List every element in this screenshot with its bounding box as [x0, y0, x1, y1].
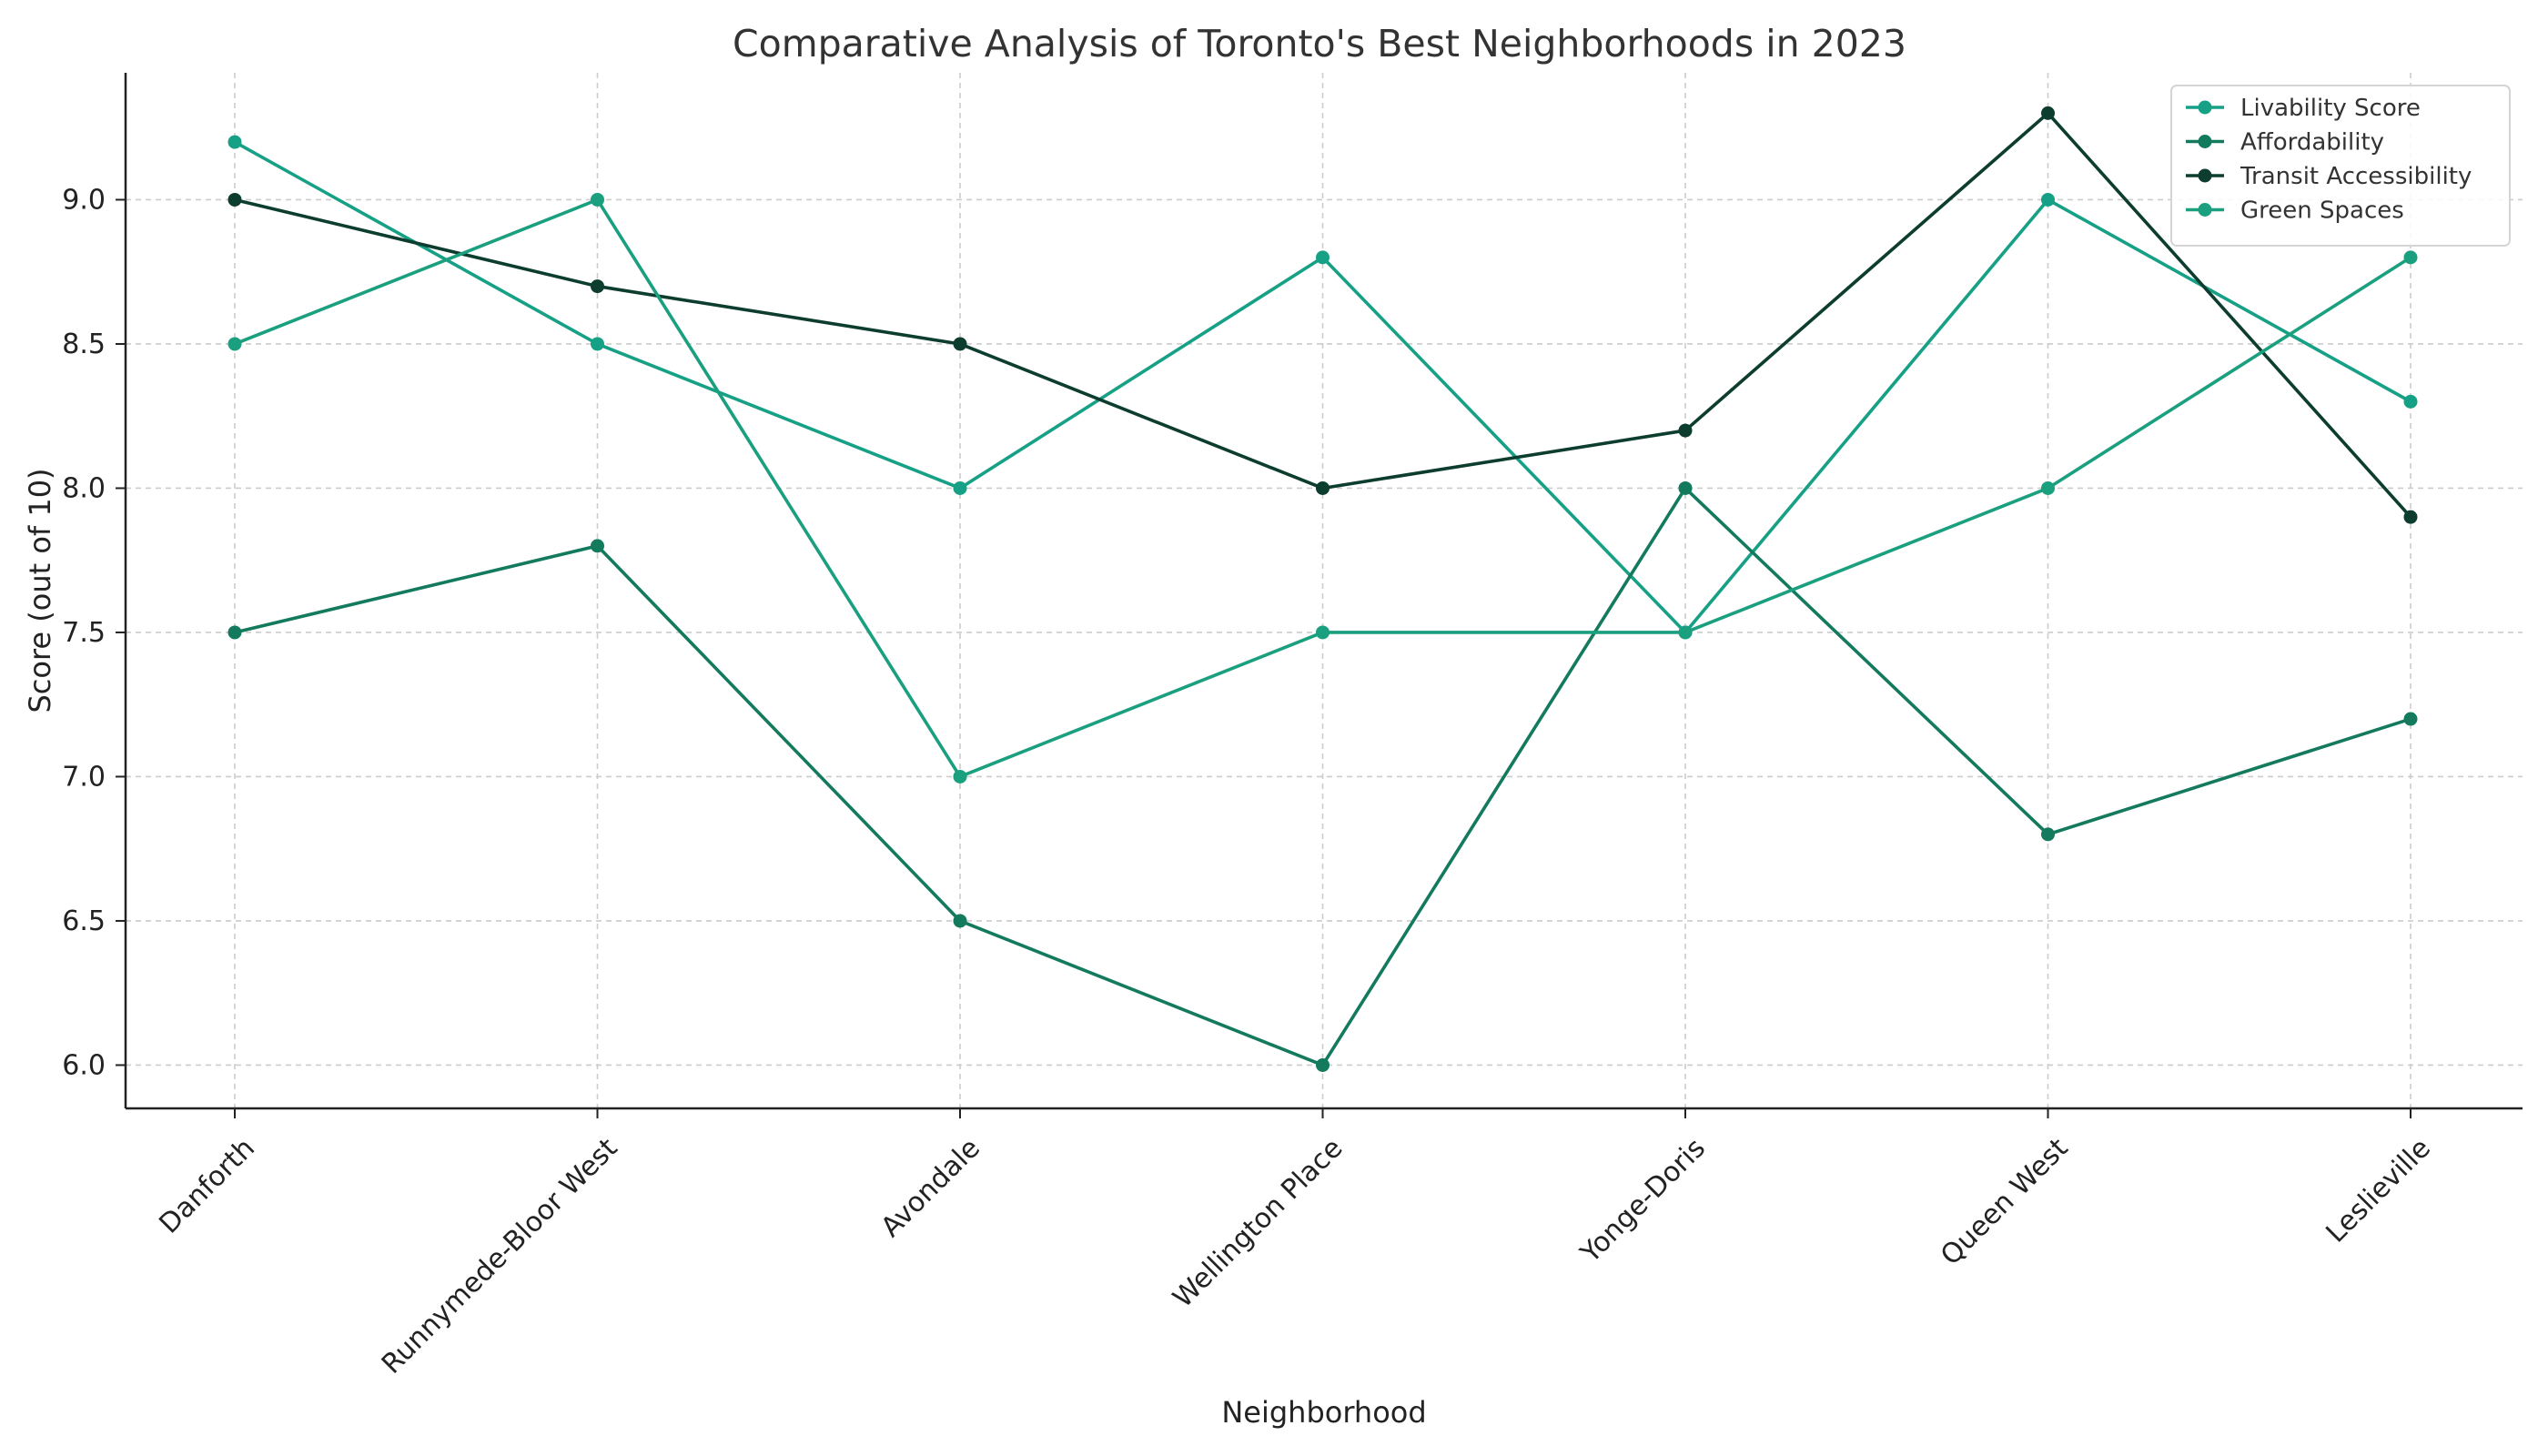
x-ticks: Danforth Runnymede-Bloor West Avondale Well…	[153, 1108, 2437, 1380]
y-tick-label: 9.0	[62, 184, 106, 216]
data-point	[591, 337, 604, 351]
legend-box	[2170, 85, 2511, 247]
data-point	[1678, 625, 1693, 640]
data-point	[2041, 480, 2055, 495]
series-group	[228, 106, 2418, 524]
y-tick-label: 6.0	[62, 1049, 106, 1081]
data-point	[1678, 423, 1693, 438]
data-point	[1316, 250, 1330, 265]
data-point	[1316, 1057, 1330, 1072]
data-point	[1316, 625, 1330, 640]
series-group	[228, 480, 2418, 1072]
legend-label: Affordability	[2240, 129, 2384, 157]
legend-marker	[2198, 203, 2212, 217]
data-point	[2403, 510, 2418, 524]
y-axis-label: Score (out of 10)	[23, 468, 57, 713]
legend-marker	[2198, 100, 2212, 115]
data-point	[1316, 480, 1330, 495]
legend-marker	[2198, 168, 2212, 183]
grid	[126, 73, 2523, 1108]
data-point	[591, 539, 604, 553]
series-group	[228, 192, 2418, 784]
data-point	[2403, 394, 2418, 409]
axes	[124, 73, 2523, 1110]
x-tick-label: Runnymede-Bloor West	[376, 1132, 624, 1380]
data-point	[228, 192, 242, 207]
data-point	[2041, 827, 2055, 842]
y-ticks: 6.0 6.5 7.0 7.5 8.0 8.5 9.0	[62, 184, 126, 1081]
data-point	[2403, 712, 2418, 726]
data-point	[953, 337, 967, 351]
data-point	[228, 625, 242, 640]
legend-label: Transit Accessibility	[2240, 163, 2472, 190]
x-axis-label: Neighborhood	[1221, 1395, 1426, 1430]
x-tick-label: Wellington Place	[1167, 1132, 1349, 1314]
x-tick-label: Avondale	[875, 1132, 986, 1243]
data-point	[953, 480, 967, 495]
y-tick-label: 8.5	[62, 329, 106, 360]
chart-title: Comparative Analysis of Toronto's Best N…	[733, 22, 1906, 66]
data-point	[953, 769, 967, 784]
data-point	[1678, 480, 1693, 495]
x-tick-label: Queen West	[1935, 1132, 2075, 1272]
y-tick-label: 6.5	[62, 905, 106, 937]
y-tick-label: 8.0	[62, 472, 106, 504]
x-tick-label: Leslieville	[2320, 1132, 2436, 1249]
legend-label: Livability Score	[2240, 95, 2421, 122]
x-tick-label: Yonge-Doris	[1574, 1132, 1712, 1269]
series	[228, 106, 2418, 1072]
data-point	[2403, 250, 2418, 265]
legend-marker	[2198, 135, 2212, 148]
y-tick-label: 7.0	[62, 761, 106, 793]
data-point	[2041, 106, 2055, 120]
data-point	[228, 135, 242, 149]
y-tick-label: 7.5	[62, 617, 106, 649]
x-tick-label: Danforth	[153, 1132, 260, 1239]
data-point	[953, 914, 967, 928]
legend-label: Green Spaces	[2240, 197, 2404, 225]
data-point	[591, 279, 604, 294]
data-point	[591, 192, 604, 207]
data-point	[2041, 192, 2055, 207]
legend: Livability Score Affordability Transit Acc…	[2170, 85, 2511, 247]
data-point	[228, 337, 242, 351]
